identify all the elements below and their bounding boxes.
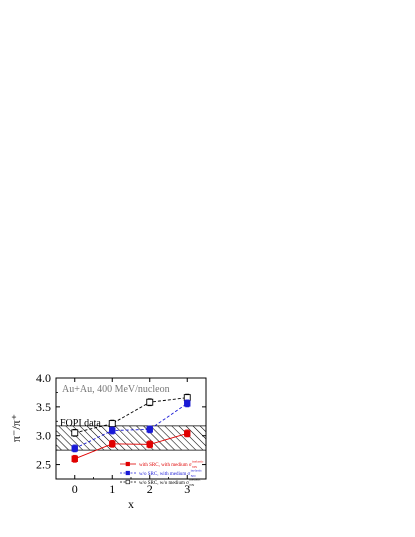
y-tick-label: 4.0 xyxy=(36,371,51,385)
data-point xyxy=(184,430,191,437)
legend-label-sup: inelastic xyxy=(189,478,201,482)
series-line xyxy=(74,397,188,434)
annotation-system: Au+Au, 400 MeV/nucleon xyxy=(62,384,170,395)
data-point xyxy=(109,440,116,447)
data-point xyxy=(184,400,191,407)
legend-label-sub: NN xyxy=(189,483,194,487)
legend-marker xyxy=(125,479,130,485)
data-point xyxy=(71,455,78,462)
legend-label: w/o SRC, w/o medium σ xyxy=(139,481,189,486)
legend-marker xyxy=(125,470,130,476)
data-point xyxy=(71,429,79,437)
legend-label: w/o SRC, with medium σ xyxy=(139,472,190,477)
legend-label-sup: inelastic xyxy=(191,469,203,473)
data-point xyxy=(109,427,116,434)
series-line xyxy=(74,432,188,460)
data-point xyxy=(71,445,78,452)
annotation-band: FOPI data xyxy=(60,418,101,429)
data-point xyxy=(146,426,153,433)
y-tick-label: 3.5 xyxy=(36,400,51,414)
data-point xyxy=(146,441,153,448)
x-tick-label: 2 xyxy=(147,482,153,496)
legend-label-sub: NN xyxy=(191,474,196,478)
x-tick-label: 0 xyxy=(72,482,78,496)
y-tick-label: 2.5 xyxy=(36,458,51,472)
legend-label-sup: inelastic xyxy=(192,460,204,464)
x-axis-label: x xyxy=(128,497,134,511)
series-line xyxy=(74,403,188,449)
legend-marker xyxy=(125,461,130,467)
y-tick-label: 3.0 xyxy=(36,429,51,443)
data-point xyxy=(146,398,154,406)
legend-label-sub: NN xyxy=(192,465,197,469)
y-axis-label: π⁻/π⁺ xyxy=(9,414,23,442)
data-point xyxy=(108,420,116,428)
legend-label: with SRC, with medium σ xyxy=(139,463,192,468)
x-tick-label: 3 xyxy=(184,482,190,496)
x-tick-label: 1 xyxy=(109,482,115,496)
